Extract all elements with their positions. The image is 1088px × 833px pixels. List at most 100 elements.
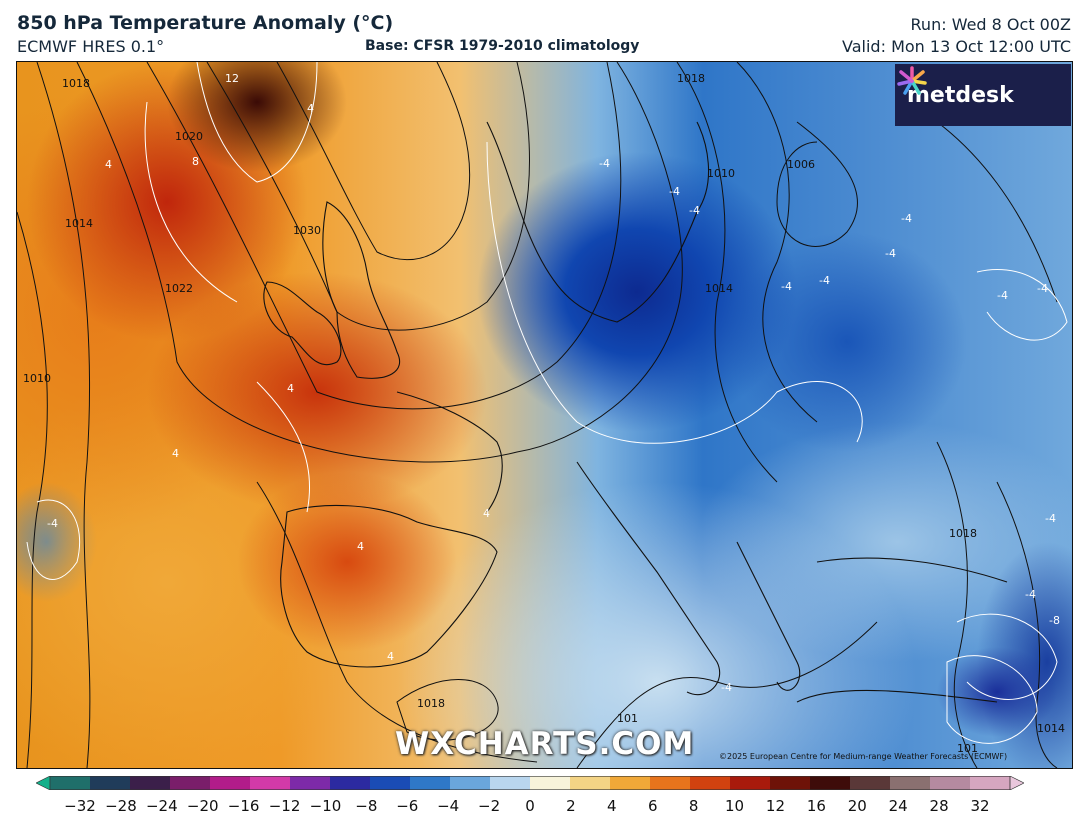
colorbar-tick-label: 2	[566, 797, 576, 815]
colorbar-cell	[690, 776, 731, 790]
colorbar-tick-label: 12	[765, 797, 785, 815]
isobar-label: 1010	[23, 372, 51, 385]
isobar-line	[76, 62, 683, 463]
colorbar-cell	[370, 776, 411, 790]
colorbar-tick-label: −4	[437, 797, 460, 815]
coastline-turkey	[796, 689, 998, 703]
isobar-line	[576, 621, 878, 768]
colorbar-min-arrow	[36, 776, 51, 790]
anomaly-label: 4	[387, 650, 394, 663]
isobar-label: 1030	[293, 224, 321, 237]
coastline-ireland	[263, 281, 342, 366]
colorbar-tick-label: −8	[355, 797, 378, 815]
anomaly-contour	[976, 268, 1068, 341]
colorbar-cell	[530, 776, 571, 790]
colorbar-tick-label: −28	[105, 797, 137, 815]
anomaly-label: 4	[483, 507, 490, 520]
colorbar-cells	[36, 776, 1024, 790]
isobar-label: 1014	[65, 217, 93, 230]
anomaly-label: 4	[105, 158, 112, 171]
colorbar-tick-label: 10	[724, 797, 745, 815]
colorbar-tick-label: 0	[525, 797, 535, 815]
anomaly-label: 4	[357, 540, 364, 553]
colorbar-frame	[49, 776, 1011, 790]
coastlines	[263, 121, 1008, 703]
colorbar-cell	[250, 776, 291, 790]
isobar-line	[256, 481, 538, 763]
colorbar-cell	[170, 776, 211, 790]
isobar-labels: 1018 1020 1014 1010 1022 1030 1018 1010 …	[23, 72, 1065, 755]
isobars	[17, 62, 1058, 768]
colorbar-tick-label: −16	[227, 797, 260, 815]
anomaly-label: -4	[689, 204, 700, 217]
colorbar-tick-label: 4	[607, 797, 617, 815]
anomaly-label: -4	[47, 517, 58, 530]
isobar-line	[146, 62, 622, 410]
valid-time-label: Valid: Mon 13 Oct 12:00 UTC	[842, 37, 1071, 56]
coastline-blacksea	[816, 557, 1008, 583]
isobar-label: 1014	[1037, 722, 1065, 735]
anomaly-contour	[956, 613, 1058, 700]
isobar-line	[776, 121, 858, 247]
isobar-line	[36, 62, 91, 768]
isobar-label: 101	[957, 742, 978, 755]
colorbar-cell	[770, 776, 811, 790]
isobar-label: 1014	[705, 282, 733, 295]
isobar-label: 1018	[62, 77, 90, 90]
metdesk-logo: metdesk	[895, 64, 1071, 126]
coastline-scandinavia	[486, 121, 710, 323]
colorbar-cell	[450, 776, 491, 790]
anomaly-label: -8	[1049, 614, 1060, 627]
run-label: Run: Wed 8 Oct 00Z	[910, 15, 1071, 34]
colorbar-tick-label: 16	[806, 797, 826, 815]
chart-title: 850 hPa Temperature Anomaly (°C)	[17, 12, 394, 34]
colorbar-cell	[410, 776, 451, 790]
isobar-line	[17, 211, 48, 768]
isobar-line	[996, 481, 1058, 768]
isobar-label: 1022	[165, 282, 193, 295]
colorbar-tick-label: 24	[888, 797, 908, 815]
anomaly-contour	[144, 101, 238, 303]
colorbar-cell	[810, 776, 851, 790]
colorbar-cell	[650, 776, 691, 790]
colorbar-cell	[50, 776, 91, 790]
anomaly-label: -4	[669, 185, 680, 198]
isobar-label: 1010	[707, 167, 735, 180]
colorbar-tick-label: −20	[186, 797, 219, 815]
colorbar-cell	[90, 776, 131, 790]
anomaly-label: -4	[997, 289, 1008, 302]
anomaly-contour	[946, 655, 1038, 744]
colorbar-cell	[210, 776, 251, 790]
isobar-line	[276, 62, 471, 261]
anomaly-label: -4	[599, 157, 610, 170]
colorbar-cell	[610, 776, 651, 790]
isobar-line	[206, 62, 530, 331]
anomaly-label: -4	[819, 274, 830, 287]
colorbar	[36, 776, 1024, 790]
anomaly-label: 8	[192, 155, 199, 168]
anomaly-label: 4	[287, 382, 294, 395]
base-climatology-label: Base: CFSR 1979-2010 climatology	[365, 38, 640, 54]
colorbar-tick-label: −10	[309, 797, 342, 815]
colorbar-cell	[930, 776, 971, 790]
anomaly-label: -4	[1045, 512, 1056, 525]
anomaly-label: -4	[885, 247, 896, 260]
isobar-label: 101	[617, 712, 638, 725]
anomaly-label: 4	[172, 447, 179, 460]
isobar-label: 1018	[949, 527, 977, 540]
anomaly-map[interactable]: 1018 1020 1014 1010 1022 1030 1018 1010 …	[16, 61, 1073, 769]
colorbar-cell	[570, 776, 611, 790]
coastline-italy	[576, 461, 721, 696]
colorbar-cell	[730, 776, 771, 790]
isobar-line	[396, 679, 499, 741]
colorbar-cell	[890, 776, 931, 790]
metdesk-logo-text: metdesk	[907, 82, 1014, 108]
isobar-label: 1018	[677, 72, 705, 85]
anomaly-contour	[26, 499, 81, 580]
wxcharts-watermark: WXCHARTS.COM	[395, 726, 695, 762]
colorbar-tick-label: −12	[268, 797, 301, 815]
colorbar-tick-label: 20	[847, 797, 867, 815]
colorbar-tick-label: −32	[64, 797, 96, 815]
anomaly-label: -4	[1037, 282, 1048, 295]
anomaly-label: 4	[307, 102, 314, 115]
